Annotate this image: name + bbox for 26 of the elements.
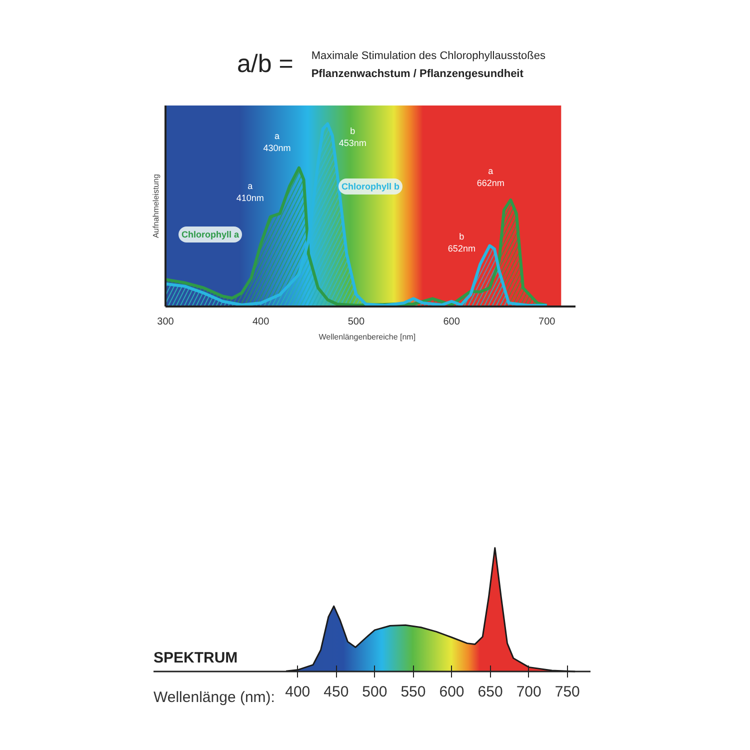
x-tick-label: 300 xyxy=(157,316,174,328)
text: SPEKTRUM xyxy=(154,650,238,667)
text: Chlorophyll a xyxy=(182,230,240,240)
annotation: b 652nm xyxy=(448,232,476,254)
x-tick-label: 500 xyxy=(362,684,388,701)
x-axis-title: Wellenlänge (nm): xyxy=(154,689,275,706)
x-tick-label: 550 xyxy=(400,684,426,701)
x-tick-label: 400 xyxy=(285,684,310,701)
x-tick-label: 600 xyxy=(439,684,464,701)
series-label: Chlorophyll b xyxy=(342,182,400,192)
annotation: a 430nm xyxy=(263,130,291,153)
x-tick-label: 450 xyxy=(324,684,349,701)
x-tick-label: 700 xyxy=(516,684,542,701)
x-tick-label: 600 xyxy=(443,316,460,328)
chart-subtitle: Maximale Stimulation des Chlorophyllausstoßes Pflanzenwachstum / Pflanzengesundheit xyxy=(311,49,546,82)
annotation: a 662nm xyxy=(476,166,504,188)
x-tick-label: 750 xyxy=(554,684,580,701)
x-tick-label: 400 xyxy=(252,316,270,328)
y-axis-title: Aufnahmeleistung xyxy=(152,174,160,238)
x-tick-label: 700 xyxy=(538,316,556,328)
x-tick-label: 650 xyxy=(478,684,503,701)
chart-title: a/b = xyxy=(237,49,294,80)
annotation: a 410nm xyxy=(236,181,264,204)
annotation: b 453nm xyxy=(338,126,366,148)
x-axis-title: Wellenlängenbereiche [nm] xyxy=(318,332,416,342)
x-tick-label: 500 xyxy=(348,316,365,328)
